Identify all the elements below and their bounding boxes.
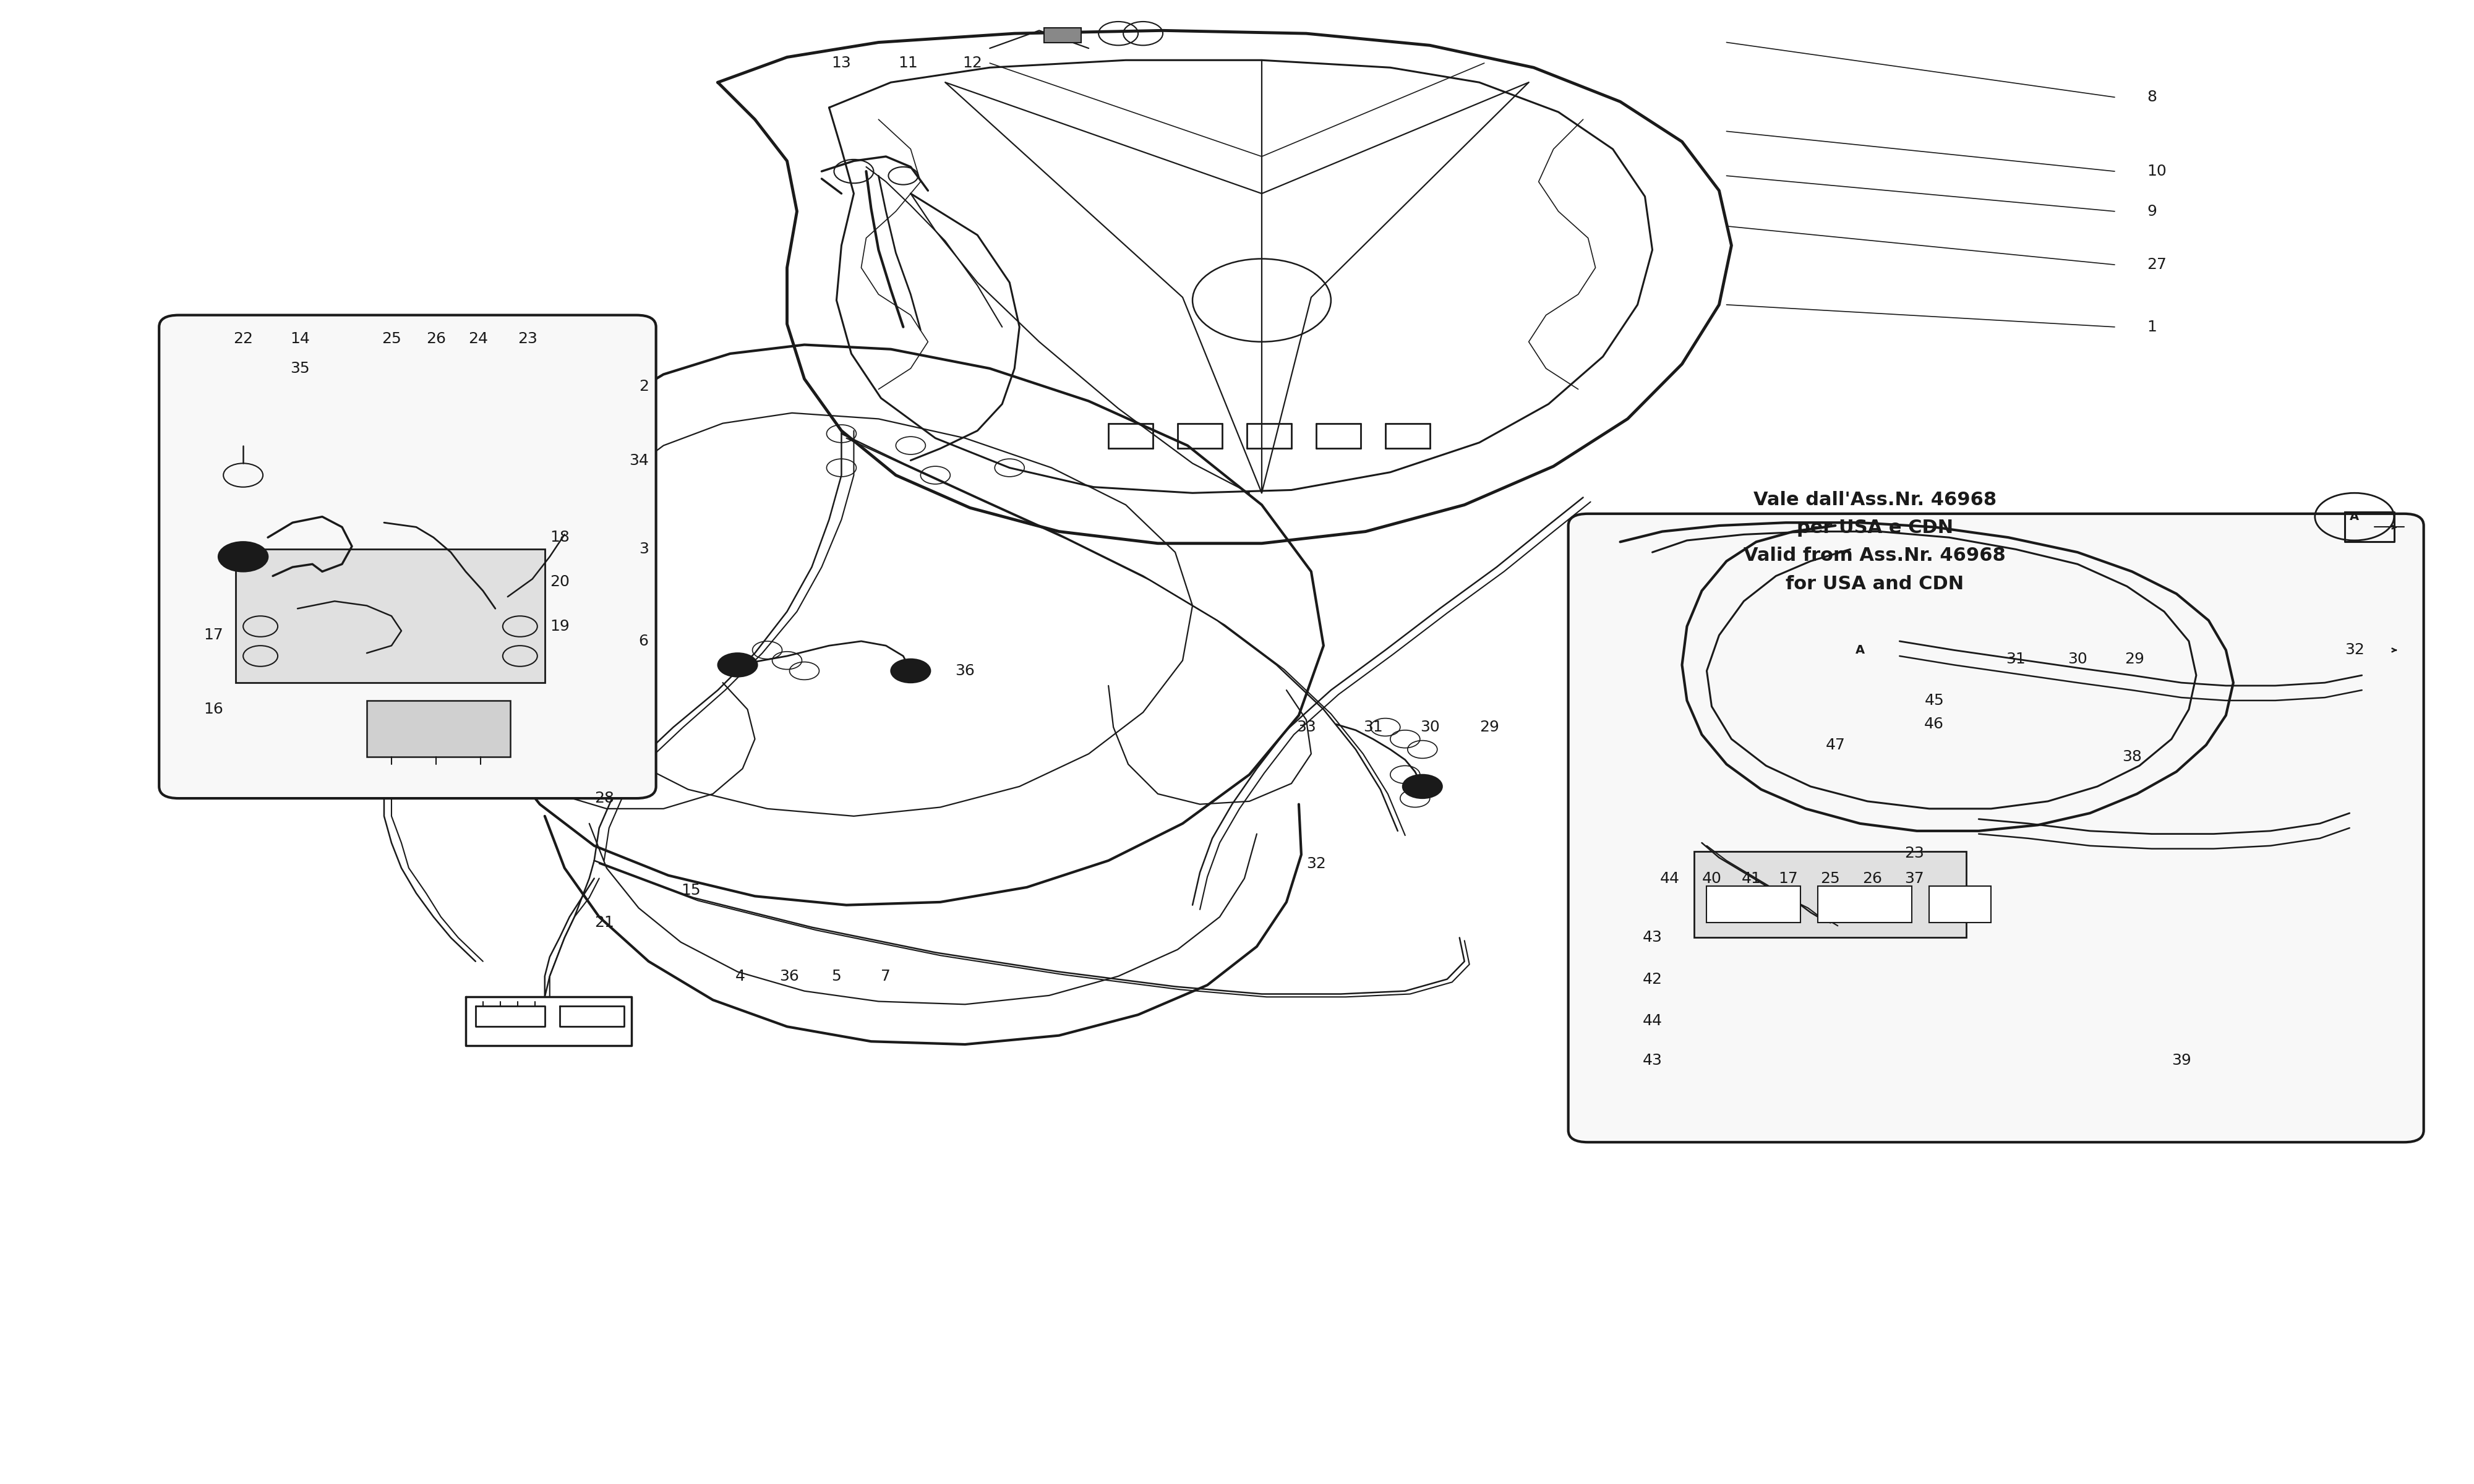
- Text: 28: 28: [594, 791, 614, 806]
- Circle shape: [717, 653, 757, 677]
- Text: 16: 16: [203, 702, 223, 717]
- Text: 45: 45: [1925, 693, 1945, 708]
- Text: 44: 44: [1660, 871, 1680, 886]
- Text: 44: 44: [1643, 1014, 1663, 1028]
- Text: 10: 10: [2147, 163, 2167, 178]
- Text: 20: 20: [549, 574, 569, 589]
- Text: 18: 18: [549, 530, 569, 545]
- Text: 40: 40: [1702, 871, 1722, 886]
- Text: 9: 9: [2147, 203, 2157, 218]
- Bar: [1818, 886, 1912, 923]
- Text: 3: 3: [638, 542, 648, 556]
- Text: 30: 30: [2068, 651, 2088, 666]
- Text: 31: 31: [1363, 720, 1383, 735]
- Text: 36: 36: [955, 663, 975, 678]
- Circle shape: [218, 542, 267, 571]
- Text: 27: 27: [2147, 257, 2167, 272]
- Text: 36: 36: [779, 969, 799, 984]
- Text: 29: 29: [1479, 720, 1499, 735]
- Text: 17: 17: [203, 628, 223, 643]
- Text: 25: 25: [381, 331, 401, 346]
- Text: 7: 7: [881, 969, 891, 984]
- Text: 46: 46: [1925, 717, 1945, 732]
- Text: Vale dall'Ass.Nr. 46968
per USA e CDN
Valid from Ass.Nr. 46968
for USA and CDN: Vale dall'Ass.Nr. 46968 per USA e CDN Va…: [1744, 491, 2006, 592]
- Bar: [1695, 852, 1967, 938]
- Text: 29: 29: [2125, 651, 2145, 666]
- Text: 14: 14: [289, 331, 309, 346]
- Circle shape: [1403, 775, 1442, 798]
- Text: 8: 8: [2147, 91, 2157, 105]
- Text: 22: 22: [233, 331, 252, 346]
- Text: 13: 13: [831, 56, 851, 71]
- Text: 43: 43: [1643, 930, 1663, 945]
- Circle shape: [891, 659, 930, 683]
- Text: 43: 43: [1643, 1054, 1663, 1068]
- Text: A: A: [2350, 510, 2360, 522]
- Text: 19: 19: [549, 619, 569, 634]
- Text: 23: 23: [1905, 846, 1925, 861]
- Text: 25: 25: [1821, 871, 1841, 886]
- Text: 21: 21: [594, 916, 614, 930]
- Text: 35: 35: [289, 361, 309, 375]
- Text: 26: 26: [1863, 871, 1883, 886]
- Text: 34: 34: [628, 453, 648, 467]
- Bar: [1930, 886, 1992, 923]
- Bar: [1707, 886, 1801, 923]
- FancyBboxPatch shape: [1569, 513, 2425, 1143]
- Text: 12: 12: [962, 56, 982, 71]
- Text: 26: 26: [426, 331, 445, 346]
- Text: 37: 37: [1905, 871, 1925, 886]
- Text: 39: 39: [2172, 1054, 2192, 1068]
- Bar: [1044, 28, 1081, 43]
- Text: 5: 5: [831, 969, 841, 984]
- Text: 42: 42: [1643, 972, 1663, 987]
- Text: 1: 1: [2147, 319, 2157, 334]
- Text: 33: 33: [1296, 720, 1316, 735]
- Text: 4: 4: [735, 969, 745, 984]
- Bar: [366, 700, 510, 757]
- Text: 47: 47: [1826, 738, 1846, 752]
- Text: 32: 32: [1306, 856, 1326, 871]
- Text: 11: 11: [898, 56, 918, 71]
- Bar: [235, 549, 544, 683]
- FancyBboxPatch shape: [158, 315, 656, 798]
- Text: 17: 17: [1779, 871, 1799, 886]
- Text: 23: 23: [517, 331, 537, 346]
- Text: 24: 24: [468, 331, 487, 346]
- Text: 32: 32: [2345, 643, 2365, 657]
- Text: A: A: [1856, 644, 1865, 656]
- Text: 38: 38: [2123, 749, 2142, 764]
- Text: 31: 31: [2006, 651, 2026, 666]
- Text: 2: 2: [638, 378, 648, 393]
- Text: 6: 6: [638, 634, 648, 649]
- Text: 15: 15: [680, 883, 700, 898]
- Text: 30: 30: [1420, 720, 1440, 735]
- Text: 41: 41: [1742, 871, 1761, 886]
